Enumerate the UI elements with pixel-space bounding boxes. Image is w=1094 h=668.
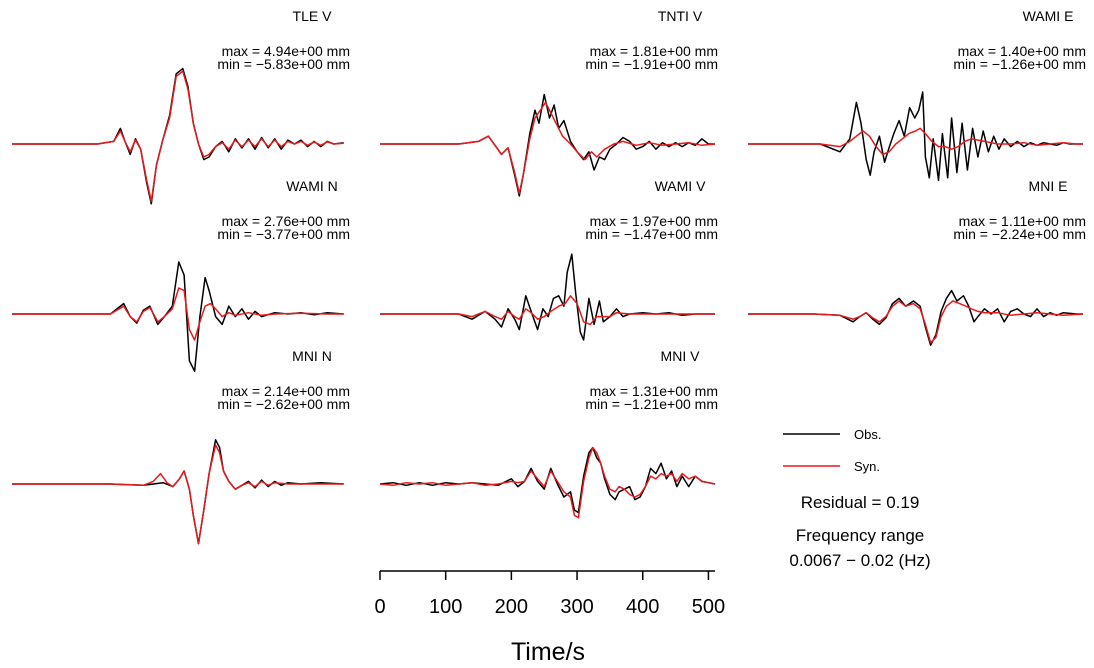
x-axis-label: Time/s [511, 638, 585, 666]
station-min-mni-n: min = −2.62e+00 mm [217, 396, 350, 412]
station-min-wami-e: min = −1.26e+00 mm [953, 56, 1086, 72]
legend: Obs. Syn. [783, 427, 881, 474]
obs-trace-mni-n [12, 439, 344, 545]
station-max-wami-v: max = 1.97e+00 mm [590, 213, 718, 229]
syn-trace-mni-n [12, 444, 344, 545]
station-name-wami-e: WAMI E [1023, 8, 1074, 24]
x-ticks: 0 100 200 300 400 500 [374, 571, 725, 618]
station-name-mni-n: MNI N [292, 348, 332, 364]
syn-trace-wami-v [380, 295, 715, 326]
station-max-tle-v: max = 4.94e+00 mm [222, 43, 350, 59]
obs-trace-wami-v [380, 253, 715, 341]
station-min-tnti-v: min = −1.91e+00 mm [585, 56, 718, 72]
x-tick-label: 400 [626, 596, 659, 618]
syn-trace-wami-n [12, 287, 344, 341]
syn-trace-tle-v [12, 70, 344, 202]
station-name-mni-e: MNI E [1029, 178, 1068, 194]
x-axis: 0 100 200 300 400 500 Time/s [374, 570, 725, 666]
station-name-mni-v: MNI V [661, 348, 701, 364]
station-name-tle-v: TLE V [293, 8, 333, 24]
obs-trace-mni-v [379, 446, 716, 514]
station-max-mni-e: max = 1.11e+00 mm [959, 213, 1086, 229]
obs-trace-wami-n [12, 261, 344, 372]
station-max-mni-v: max = 1.31e+00 mm [590, 383, 718, 399]
station-min-mni-e: min = −2.24e+00 mm [953, 226, 1086, 242]
legend-syn-label: Syn. [854, 459, 880, 474]
syn-trace-tnti-v [380, 101, 716, 195]
station-name-tnti-v: TNTI V [658, 8, 703, 24]
residual-label: Residual = 0.19 [801, 493, 920, 512]
station-min-wami-n: min = −3.77e+00 mm [217, 226, 350, 242]
syn-trace-wami-e [748, 127, 1083, 156]
obs-trace-mni-e [748, 289, 1083, 346]
syn-trace-mni-v [379, 446, 716, 519]
obs-trace-wami-e [748, 91, 1083, 182]
station-max-wami-n: max = 2.76e+00 mm [222, 213, 350, 229]
station-min-mni-v: min = −1.21e+00 mm [585, 396, 718, 412]
x-tick-label: 300 [560, 596, 593, 618]
station-name-wami-n: WAMI N [286, 178, 338, 194]
x-tick-label: 500 [692, 596, 725, 618]
x-tick-label: 200 [495, 596, 528, 618]
legend-obs-label: Obs. [854, 427, 881, 442]
station-max-tnti-v: max = 1.81e+00 mm [590, 43, 718, 59]
x-tick-label: 100 [429, 596, 462, 618]
frequency-range-title: Frequency range [796, 526, 925, 545]
station-min-tle-v: min = −5.83e+00 mm [217, 56, 350, 72]
frequency-range-value: 0.0067 − 0.02 (Hz) [789, 551, 930, 570]
syn-trace-mni-e [748, 300, 1084, 344]
station-name-wami-v: WAMI V [655, 178, 706, 194]
station-max-mni-n: max = 2.14e+00 mm [222, 383, 350, 399]
station-min-wami-v: min = −1.47e+00 mm [585, 226, 718, 242]
x-tick-label: 0 [374, 596, 385, 618]
station-max-wami-e: max = 1.40e+00 mm [958, 43, 1086, 59]
